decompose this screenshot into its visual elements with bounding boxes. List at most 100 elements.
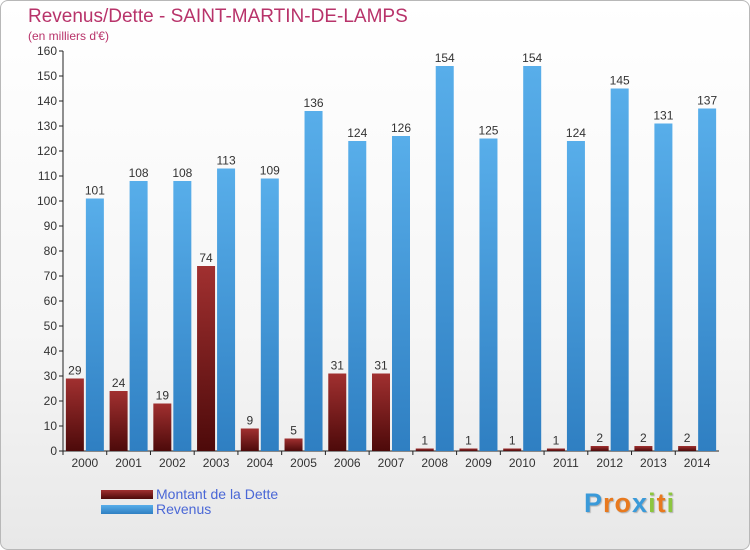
bar-dette (459, 448, 478, 451)
bar-dette (546, 448, 565, 451)
bar-revenus (348, 141, 367, 451)
x-tick-label: 2009 (465, 456, 492, 470)
y-axis: 0 10 20 30 40 50 60 70 80 90 100 110 120 130 140 150 160 (37, 44, 64, 458)
y-tick-label: 0 (50, 444, 57, 458)
data-label-dette: 1 (465, 434, 472, 448)
data-label-dette: 1 (509, 434, 516, 448)
chart-subtitle: (en milliers d'€) (28, 29, 109, 43)
legend-swatch-revenus (101, 505, 153, 514)
x-tick-label: 2005 (290, 456, 317, 470)
data-label-revenus: 131 (653, 109, 673, 123)
legend-label-revenus: Revenus (156, 501, 212, 517)
data-label-dette: 9 (246, 414, 253, 428)
data-label-revenus: 108 (172, 166, 192, 180)
data-label-dette: 19 (156, 389, 170, 403)
bar-dette (65, 378, 84, 451)
data-label-revenus: 113 (216, 154, 235, 168)
chart-title: Revenus/Dette - SAINT-MARTIN-DE-LAMPS (28, 6, 408, 27)
bar-revenus (610, 88, 629, 451)
y-tick-label: 70 (44, 269, 58, 283)
logo-letter: i (666, 488, 676, 518)
logo-letter: i (648, 488, 657, 518)
bar-revenus (129, 181, 148, 451)
bar-dette (590, 446, 609, 451)
data-label-dette: 2 (640, 431, 647, 445)
data-label-dette: 31 (331, 359, 345, 373)
data-label-dette: 2 (596, 431, 603, 445)
data-label-dette: 1 (421, 434, 428, 448)
data-label-revenus: 145 (610, 74, 630, 88)
bar-dette (415, 448, 434, 451)
data-label-dette: 5 (290, 424, 297, 438)
y-tick-label: 30 (44, 369, 58, 383)
x-tick-label: 2011 (553, 456, 579, 470)
x-axis: 2000 2001 2002 2003 2004 2005 2006 2007 2008 2009… (62, 450, 719, 470)
bar-revenus (566, 141, 585, 451)
bar-revenus (304, 111, 323, 451)
x-tick-label: 2007 (378, 456, 405, 470)
y-tick-label: 20 (44, 394, 58, 408)
bar-dette (153, 403, 172, 451)
y-tick-label: 60 (44, 294, 58, 308)
logo-letter: x (632, 488, 649, 518)
x-tick-label: 2014 (684, 456, 711, 470)
bar-dette (240, 428, 259, 451)
y-tick-label: 10 (44, 419, 58, 433)
data-label-dette: 29 (68, 364, 82, 378)
data-label-dette: 1 (553, 434, 560, 448)
bar-revenus (698, 108, 717, 451)
y-tick-label: 110 (38, 169, 57, 183)
data-label-dette: 2 (684, 431, 691, 445)
data-label-revenus: 154 (522, 51, 542, 65)
data-label-dette: 74 (199, 251, 213, 265)
y-tick-label: 160 (37, 44, 57, 58)
bar-dette (678, 446, 697, 451)
bar-revenus (479, 138, 498, 451)
bar-dette (197, 266, 216, 451)
proxiti-logo: Proxiti (584, 488, 675, 519)
x-tick-label: 2006 (334, 456, 361, 470)
bar-revenus (654, 123, 673, 451)
bar-dette (109, 391, 128, 451)
bar-dette (503, 448, 522, 451)
data-label-revenus: 124 (347, 126, 367, 140)
legend-swatch-dette (101, 490, 153, 499)
bar-dette (634, 446, 653, 451)
y-tick-label: 120 (37, 144, 57, 158)
x-tick-label: 2008 (421, 456, 448, 470)
bar-revenus (523, 66, 542, 451)
data-label-revenus: 154 (435, 51, 455, 65)
data-label-revenus: 137 (697, 94, 717, 108)
y-tick-label: 50 (44, 319, 58, 333)
data-label-revenus: 108 (129, 166, 149, 180)
bar-revenus (173, 181, 192, 451)
x-tick-label: 2003 (203, 456, 230, 470)
x-tick-label: 2013 (640, 456, 667, 470)
data-label-revenus: 136 (304, 96, 324, 110)
x-tick-label: 2012 (596, 456, 623, 470)
data-label-revenus: 125 (478, 124, 498, 138)
data-label-dette: 24 (112, 376, 126, 390)
y-tick-label: 40 (44, 344, 58, 358)
y-tick-label: 90 (44, 219, 58, 233)
y-tick-label: 80 (44, 244, 58, 258)
data-label-revenus: 101 (85, 184, 105, 198)
logo-letter: t (656, 488, 667, 518)
bar-dette (328, 373, 347, 451)
logo-letter: o (614, 488, 633, 518)
data-label-revenus: 126 (391, 121, 411, 135)
x-tick-label: 2001 (115, 456, 142, 470)
x-tick-label: 2004 (246, 456, 273, 470)
x-tick-label: 2000 (72, 456, 99, 470)
y-tick-label: 130 (37, 119, 57, 133)
y-tick-label: 140 (37, 94, 57, 108)
bar-dette (372, 373, 390, 451)
bar-dette (284, 438, 303, 451)
logo-letter: r (603, 488, 615, 518)
data-label-revenus: 124 (566, 126, 586, 140)
legend-label-dette: Montant de la Dette (156, 486, 279, 502)
bar-revenus (392, 136, 410, 451)
x-tick-label: 2002 (159, 456, 186, 470)
